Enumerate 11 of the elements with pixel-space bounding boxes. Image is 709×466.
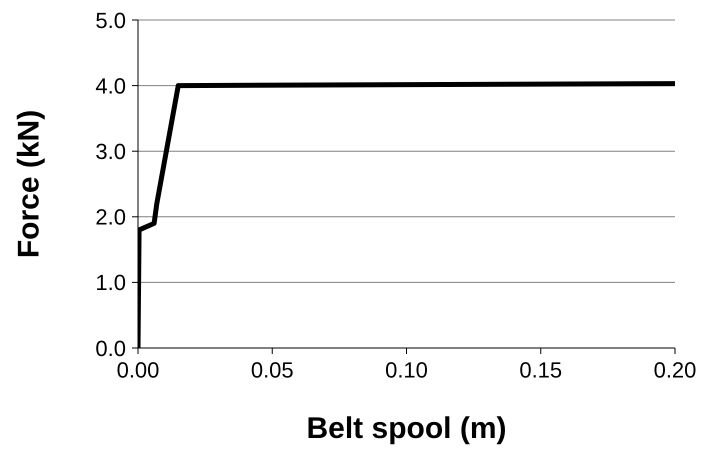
x-tick-label: 0.20 <box>654 358 696 383</box>
x-tick-label: 0.05 <box>250 358 294 383</box>
y-tick-label: 4.0 <box>95 73 126 98</box>
y-tick-label: 3.0 <box>95 139 126 164</box>
y-tick-label: 1.0 <box>95 270 126 296</box>
x-axis-title: Belt spool (m) <box>306 412 506 445</box>
y-tick-label: 5.0 <box>95 8 126 33</box>
x-tick-label: 0.15 <box>519 358 562 383</box>
x-tick-label: 0.10 <box>385 358 428 383</box>
y-axis-title: Force (kN) <box>12 110 46 258</box>
y-tick-label: 2.0 <box>95 204 126 230</box>
